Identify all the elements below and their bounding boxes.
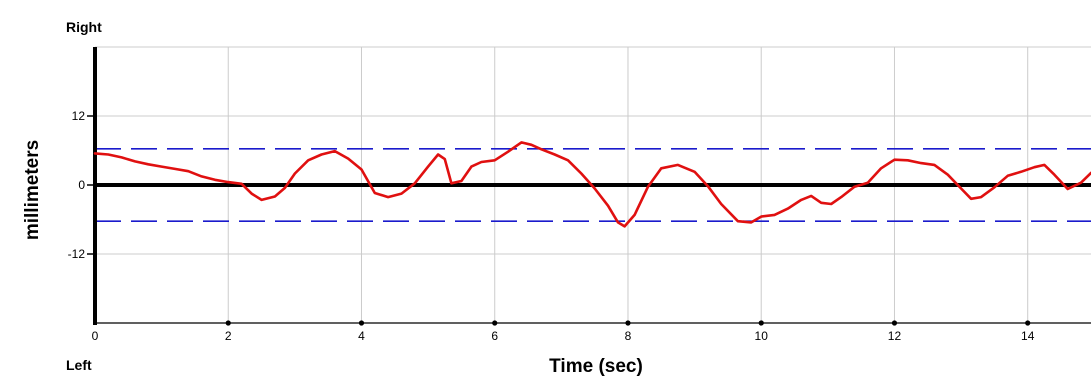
x-tick-label: 8: [625, 329, 632, 343]
x-tick-mark: [891, 320, 898, 326]
x-tick-label: 0: [92, 329, 99, 343]
series-line: [93, 141, 1091, 228]
y-tick-label: 12: [72, 109, 86, 123]
x-tick-mark: [758, 320, 764, 326]
tick-labels: 0 2 4 6 8 10 12 14 12 0 -12: [68, 109, 1035, 343]
x-tick-label: 6: [491, 329, 498, 343]
x-tick-mark: [358, 320, 365, 326]
top-label-right: Right: [66, 19, 102, 35]
x-tick-label: 14: [1021, 329, 1035, 343]
x-tick-label: 2: [225, 329, 232, 343]
y-tick-label: -12: [68, 247, 86, 261]
x-tick-label: 12: [888, 329, 902, 343]
x-tick-mark: [625, 320, 631, 326]
reference-lines: [95, 147, 1091, 223]
x-tick-label: 4: [358, 329, 365, 343]
y-axis-title: millimeters: [22, 140, 43, 240]
x-axis-title: Time (sec): [549, 356, 643, 377]
axes: [87, 47, 1091, 326]
x-tick-mark: [1025, 320, 1031, 326]
x-tick-mark: [492, 320, 498, 326]
data-series: [93, 141, 1091, 228]
x-tick-label: 10: [755, 329, 769, 343]
bottom-label-left: Left: [66, 357, 92, 373]
y-tick-label: 0: [78, 178, 85, 192]
x-tick-mark: [225, 320, 231, 326]
